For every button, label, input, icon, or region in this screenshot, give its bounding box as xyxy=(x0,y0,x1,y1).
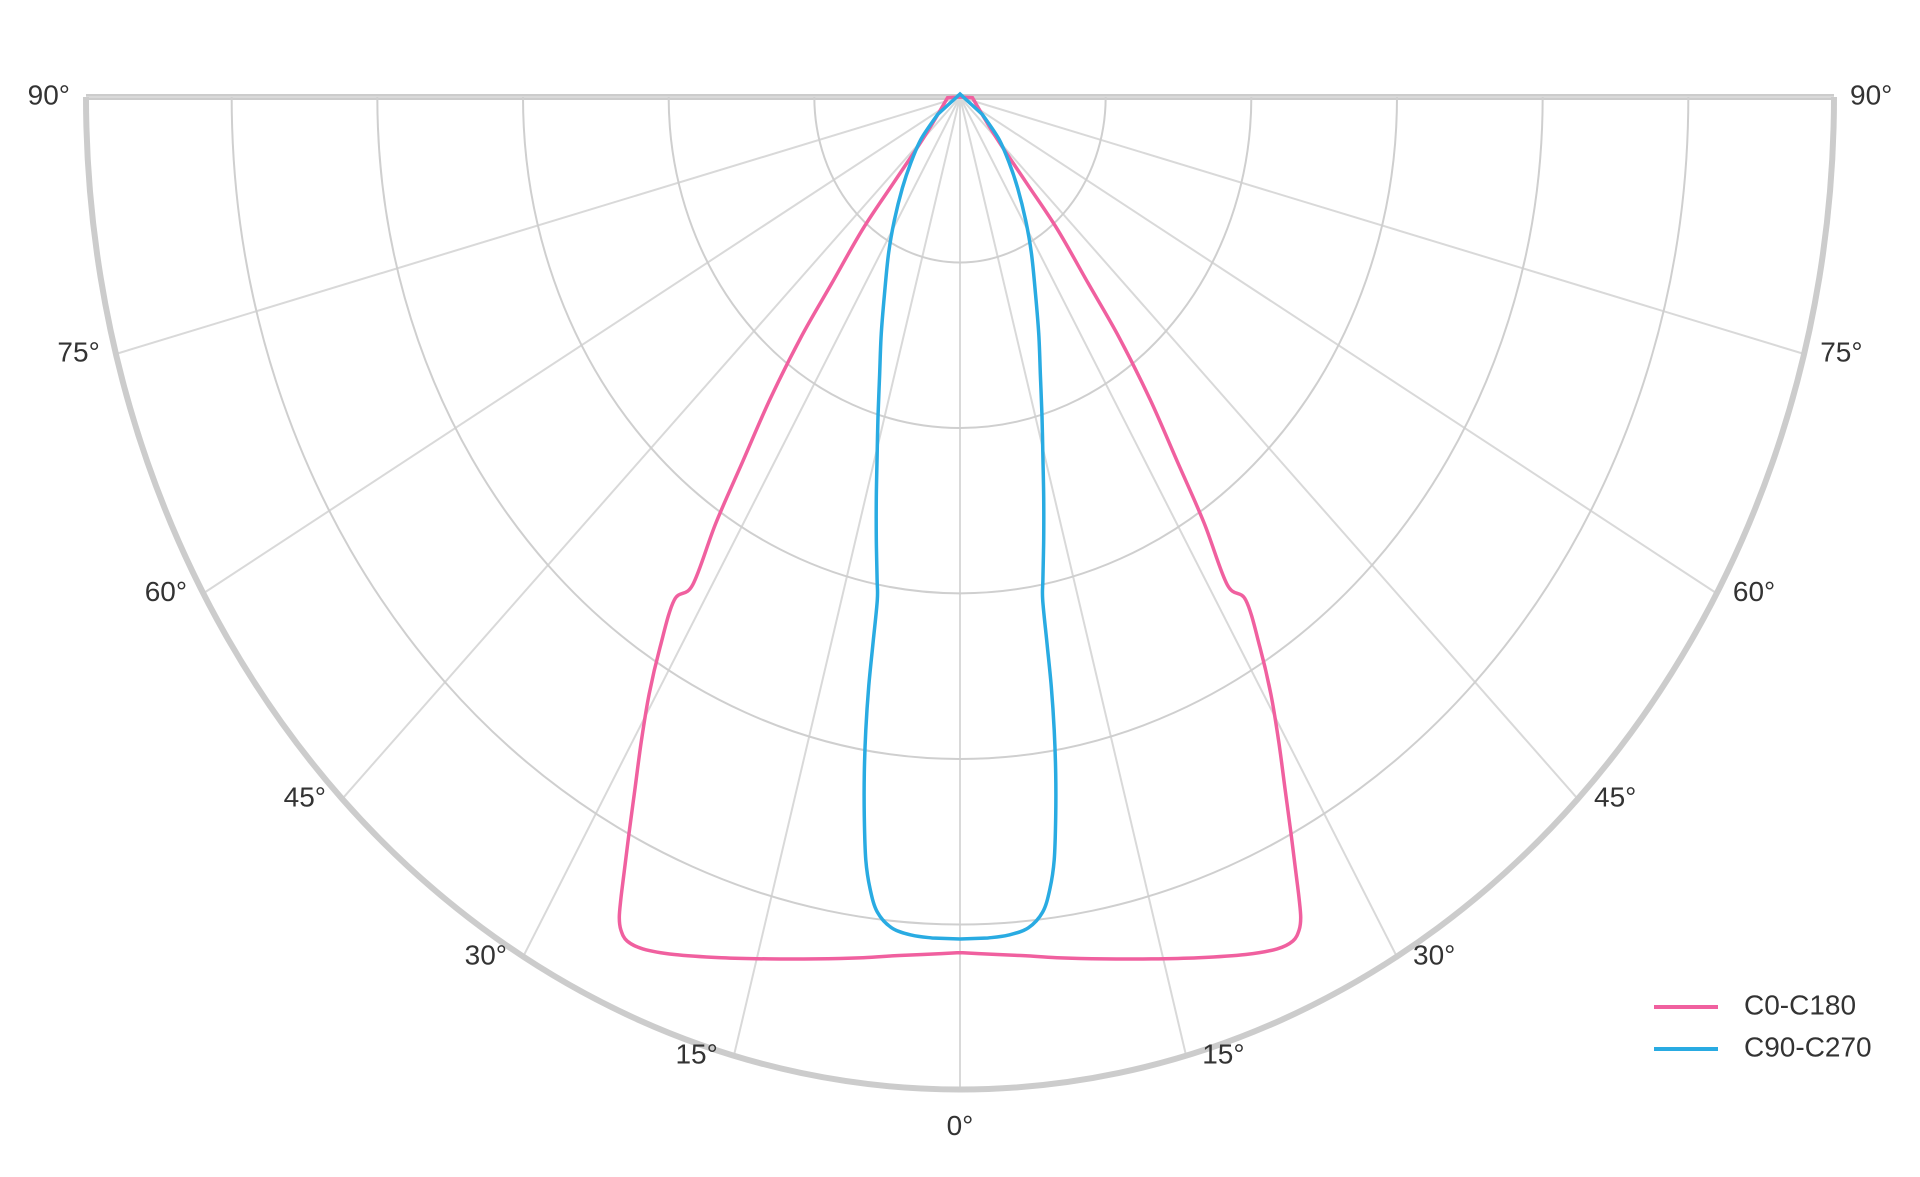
svg-text:30°: 30° xyxy=(465,939,507,970)
svg-text:C0-C180: C0-C180 xyxy=(1744,989,1856,1020)
svg-text:45°: 45° xyxy=(284,782,326,813)
svg-text:30°: 30° xyxy=(1413,939,1455,970)
svg-text:45°: 45° xyxy=(1594,782,1636,813)
svg-text:C90-C270: C90-C270 xyxy=(1744,1031,1872,1062)
svg-text:15°: 15° xyxy=(675,1039,717,1070)
svg-text:60°: 60° xyxy=(145,576,187,607)
svg-text:60°: 60° xyxy=(1733,576,1775,607)
svg-text:0°: 0° xyxy=(947,1110,974,1141)
svg-text:75°: 75° xyxy=(57,336,99,367)
svg-text:90°: 90° xyxy=(28,79,70,110)
svg-text:90°: 90° xyxy=(1850,79,1892,110)
svg-text:15°: 15° xyxy=(1202,1039,1244,1070)
svg-text:75°: 75° xyxy=(1820,336,1862,367)
